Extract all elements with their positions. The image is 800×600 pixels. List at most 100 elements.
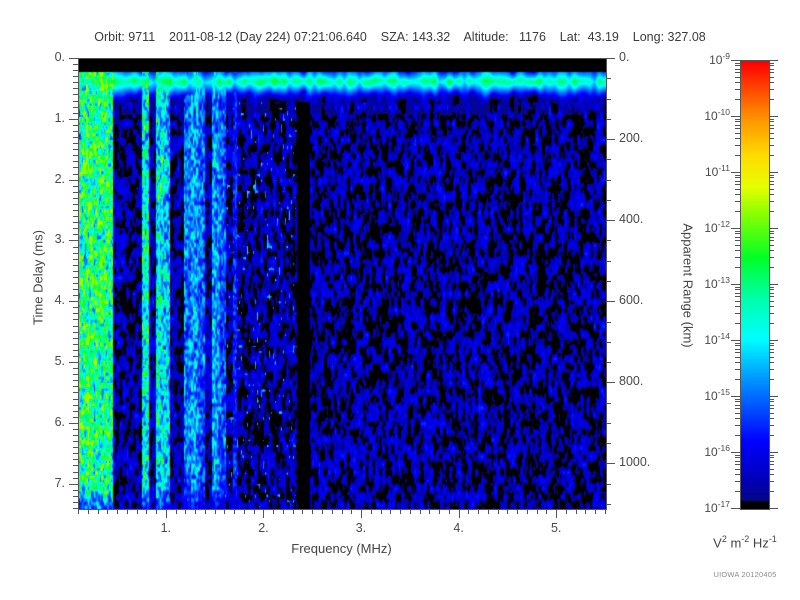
colorbar-tick <box>735 399 740 400</box>
axis-tick <box>381 509 382 514</box>
axis-tick <box>73 508 78 509</box>
axis-tick <box>73 447 78 448</box>
y-left-tick-label: 6. <box>54 414 65 429</box>
colorbar-tick <box>769 181 774 182</box>
axis-tick <box>73 88 78 89</box>
colorbar-tick <box>735 408 740 409</box>
colorbar-tick <box>769 194 774 195</box>
colorbar-tick <box>769 396 778 397</box>
y-left-tick-label: 0. <box>54 50 65 64</box>
axis-tick <box>73 259 78 260</box>
colorbar-tick <box>769 82 774 83</box>
axis-tick <box>312 509 313 514</box>
colorbar-tick <box>769 189 774 190</box>
axis-tick <box>606 301 615 302</box>
axis-tick <box>606 180 611 181</box>
axis-tick <box>195 509 196 514</box>
colorbar-tick <box>769 201 774 202</box>
axis-tick <box>73 107 78 108</box>
colorbar-tick <box>735 289 740 290</box>
axis-tick <box>73 435 78 436</box>
axis-tick <box>73 307 78 308</box>
axis-tick <box>69 362 78 363</box>
colorbar-tick <box>769 461 774 462</box>
axis-tick <box>606 220 615 221</box>
colorbar-tick <box>735 418 740 419</box>
colorbar-tick <box>735 133 740 134</box>
colorbar-tick <box>769 491 774 492</box>
colorbar-tick <box>735 401 740 402</box>
colorbar-tick <box>769 138 774 139</box>
axis-tick <box>73 502 78 503</box>
colorbar-tick <box>769 306 774 307</box>
axis-tick <box>69 58 78 59</box>
axis-tick <box>73 198 78 199</box>
colorbar-tick <box>769 63 774 64</box>
x-axis-title: Frequency (MHz) <box>291 541 392 556</box>
colorbar-tick-label: 10-10 <box>704 107 730 123</box>
colorbar-tick <box>735 240 740 241</box>
colorbar-tick <box>769 313 774 314</box>
axis-tick <box>606 403 611 404</box>
axis-tick <box>73 82 78 83</box>
axis-tick <box>73 368 78 369</box>
colorbar-tick <box>769 99 774 100</box>
y-right-tick-label: 800. <box>619 374 644 389</box>
colorbar-tick <box>735 287 740 288</box>
colorbar-tick <box>769 464 774 465</box>
axis-tick <box>606 504 611 505</box>
colorbar-tick <box>769 474 774 475</box>
colorbar-tick <box>769 455 774 456</box>
colorbar-tick <box>731 172 740 173</box>
y-right-tick-label: 200. <box>619 131 644 146</box>
axis-tick <box>73 478 78 479</box>
axis-tick <box>73 453 78 454</box>
axis-tick <box>73 472 78 473</box>
colorbar-tick <box>769 284 778 285</box>
axis-tick <box>606 443 611 444</box>
axis-tick <box>73 295 78 296</box>
colorbar-tick <box>769 425 774 426</box>
axis-tick <box>73 234 78 235</box>
colorbar-tick <box>735 362 740 363</box>
colorbar-tick <box>735 177 740 178</box>
colorbar-tick <box>769 457 774 458</box>
colorbar-tick <box>731 508 740 509</box>
colorbar-tick <box>735 345 740 346</box>
colorbar-tick <box>769 452 778 453</box>
colorbar-tick <box>769 175 774 176</box>
axis-tick <box>468 509 469 514</box>
colorbar-units-label: V2 m-2 Hz-1 <box>713 534 777 551</box>
axis-tick <box>556 509 557 518</box>
axis-tick <box>98 509 99 514</box>
colorbar-tick <box>769 119 774 120</box>
axis-tick <box>606 139 615 140</box>
y-left-tick-label: 7. <box>54 475 65 490</box>
axis-tick <box>390 509 391 514</box>
axis-tick <box>215 509 216 514</box>
axis-tick <box>73 417 78 418</box>
y-right-tick-label: 0. <box>619 50 630 64</box>
axis-tick <box>73 271 78 272</box>
axis-tick <box>78 509 79 514</box>
colorbar-tick <box>735 379 740 380</box>
colorbar-gradient <box>741 61 769 509</box>
axis-tick <box>566 509 567 514</box>
colorbar-tick <box>769 133 774 134</box>
colorbar-tick <box>769 184 774 185</box>
colorbar-tick <box>769 401 774 402</box>
colorbar-tick <box>769 89 774 90</box>
colorbar-tick <box>735 457 740 458</box>
colorbar-tick <box>735 474 740 475</box>
colorbar-tick <box>735 301 740 302</box>
colorbar-tick <box>735 181 740 182</box>
colorbar-tick <box>769 128 774 129</box>
y-axis-right-apparent-range: 0. 200. 400. 600. 800. 1000. <box>606 0 726 600</box>
axis-tick <box>73 350 78 351</box>
axis-tick <box>606 423 611 424</box>
colorbar-tick <box>735 89 740 90</box>
axis-tick <box>73 167 78 168</box>
colorbar-tick <box>735 464 740 465</box>
colorbar-tick <box>769 369 774 370</box>
axis-tick <box>127 509 128 514</box>
